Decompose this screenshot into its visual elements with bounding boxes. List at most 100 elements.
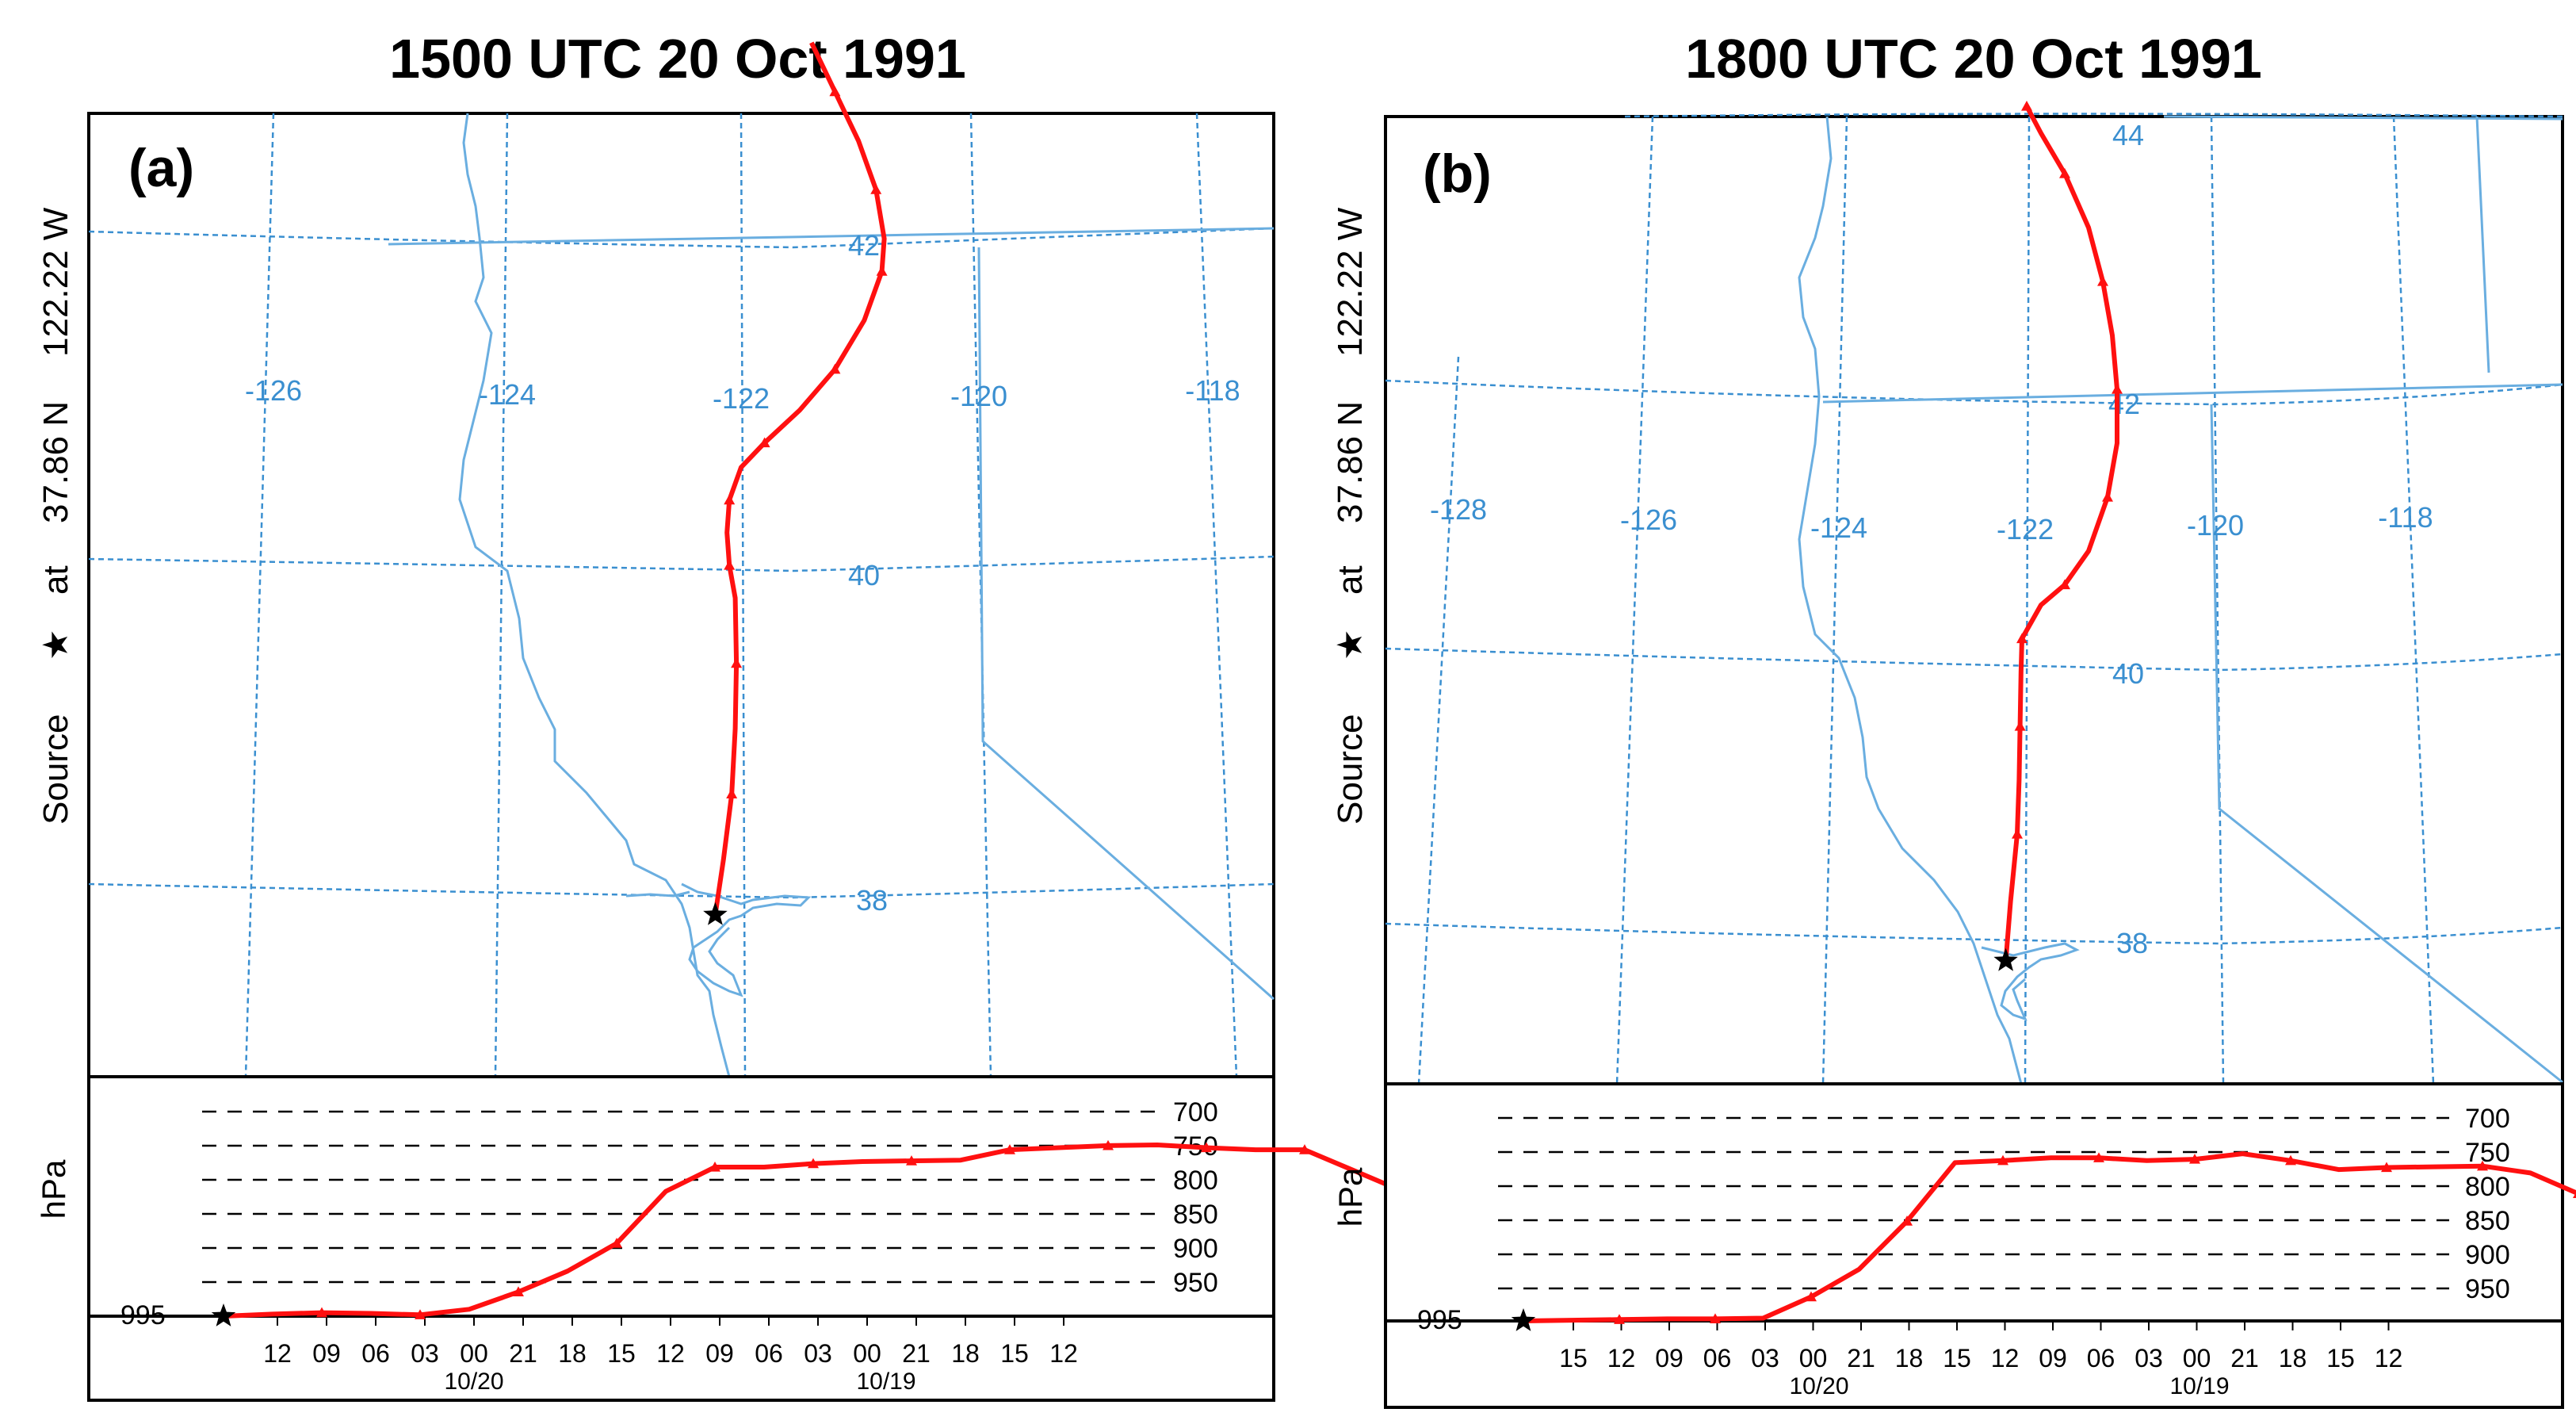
state-border-ca-nv <box>2210 404 2563 1084</box>
trajectory-marker <box>2059 168 2070 178</box>
time-tick-label: 21 <box>902 1339 931 1368</box>
date-label: 10/20 <box>1789 1373 1848 1399</box>
trajectory-marker <box>759 437 770 448</box>
time-tick-label: 00 <box>2183 1344 2211 1372</box>
panel-b-map-content: -128 -126 -124 -122 -120 -118 44 42 40 3… <box>1385 101 2563 1085</box>
time-tick-label: 12 <box>1607 1344 1636 1372</box>
coastline <box>1798 116 2023 1085</box>
start-pressure-label: 995 <box>120 1300 166 1330</box>
time-tick-label: 03 <box>411 1339 439 1368</box>
state-border-or-ca <box>388 227 1275 246</box>
panel-a-source-label: Source ★ at 37.86 N 122.22 W <box>36 207 75 825</box>
panel-a-map-content: -126 -124 -122 -120 -118 42 40 38 <box>88 41 1275 1078</box>
trajectory-marker <box>2012 829 2023 839</box>
panel-b-label: (b) <box>1423 144 1492 204</box>
trajectory-marker <box>2102 492 2113 502</box>
lon-label: -122 <box>713 382 770 415</box>
time-tick-label: 09 <box>1655 1344 1684 1372</box>
trajectory-marker <box>724 560 736 570</box>
panel-a-map-frame <box>87 112 1275 1078</box>
source-lat: 37.86 N <box>1331 401 1370 523</box>
hpa-axis-label: hPa <box>35 1159 72 1219</box>
time-tick-label: 06 <box>1703 1344 1732 1372</box>
time-tick-label: 12 <box>2375 1344 2403 1372</box>
pressure-marker <box>415 1309 426 1319</box>
lat-line-42 <box>1385 379 2563 406</box>
pressure-level-label: 950 <box>1173 1268 1218 1298</box>
pressure-level-label: 900 <box>2465 1240 2510 1270</box>
pressure-marker <box>1004 1144 1015 1154</box>
time-tick-label: 15 <box>2326 1344 2355 1372</box>
lon-line-124 <box>494 113 509 1078</box>
lon-line-120 <box>969 113 992 1078</box>
trajectory-marker <box>2097 276 2108 286</box>
panel-b-source-label: Source ★ at 37.86 N 122.22 W <box>1331 207 1370 825</box>
panel-b-map-frame <box>1384 115 2564 1085</box>
lat-label: 44 <box>2112 119 2144 151</box>
lat-line-38 <box>1385 922 2563 945</box>
pressure-marker <box>2189 1154 2200 1164</box>
lon-label: -118 <box>1185 374 1240 407</box>
trajectory-marker <box>2021 101 2032 111</box>
panel-a-pressure-frame <box>87 1075 1275 1402</box>
trajectory-marker <box>876 266 888 276</box>
lon-label: -122 <box>1997 513 2054 545</box>
panel-a: 1500 UTC 20 Oct 1991 Source ★ at 37.86 N… <box>35 28 1551 1402</box>
pressure-marker <box>1201 1142 1212 1153</box>
pressure-marker <box>611 1238 622 1248</box>
panel-b-trajectory <box>1993 101 2123 971</box>
pressure-series-line <box>223 1143 1551 1319</box>
time-tick-label: 15 <box>1000 1339 1029 1368</box>
pressure-marker <box>1103 1139 1114 1150</box>
time-tick-label: 00 <box>460 1339 488 1368</box>
trajectory-marker <box>724 494 736 505</box>
bay-area <box>1981 942 2080 1021</box>
time-tick-label: 18 <box>1895 1344 1924 1372</box>
pressure-marker <box>1806 1291 1817 1302</box>
pressure-level-label: 700 <box>2465 1104 2510 1134</box>
lat-label: 38 <box>856 884 888 917</box>
lat-line-44 <box>1624 113 2563 118</box>
start-pressure-label: 995 <box>1417 1305 1462 1335</box>
lon-line-122 <box>740 113 747 1078</box>
pressure-marker <box>513 1286 524 1296</box>
time-tick-label: 18 <box>951 1339 980 1368</box>
state-border-or-ca <box>1822 383 2563 404</box>
lon-line-118 <box>1195 113 1238 1078</box>
bay-area <box>681 882 812 997</box>
panel-b-pressure-plot: 700 750 800 850 900 950 995 15 12 09 06 03 00 21 18 15 1… <box>1385 1104 2576 1399</box>
time-tick-label: 06 <box>361 1339 390 1368</box>
pressure-level-label: 900 <box>1173 1234 1218 1264</box>
source-lon: 122.22 W <box>36 207 75 357</box>
pressure-marker <box>2093 1152 2104 1162</box>
trajectory-marker <box>2016 633 2028 644</box>
time-tick-label: 12 <box>263 1339 292 1368</box>
lat-line-42 <box>88 227 1275 249</box>
trajectory-marker <box>829 86 841 97</box>
time-tick-label: 21 <box>509 1339 537 1368</box>
source-star: ★ <box>36 630 75 660</box>
lon-label: -124 <box>1810 511 1867 544</box>
time-tick-label: 21 <box>1847 1344 1875 1372</box>
lat-label: 38 <box>2116 927 2148 959</box>
lon-label: -118 <box>2378 501 2433 534</box>
panel-a-title: 1500 UTC 20 Oct 1991 <box>389 28 966 90</box>
time-tick-label: 15 <box>1559 1344 1588 1372</box>
time-tick-label: 15 <box>607 1339 636 1368</box>
source-lat: 37.86 N <box>36 401 75 523</box>
date-label: 10/20 <box>444 1368 503 1395</box>
pressure-marker <box>2285 1154 2296 1166</box>
bay-outer <box>625 890 690 898</box>
time-tick-label: 03 <box>1751 1344 1779 1372</box>
panel-a-map: -126 -124 -122 -120 -118 42 40 38 (a) <box>87 41 1275 1078</box>
lat-line-40 <box>1385 647 2563 672</box>
trajectory-line <box>2003 105 2119 962</box>
source-star-marker <box>1993 947 2018 971</box>
time-tick-label: 09 <box>705 1339 734 1368</box>
pressure-marker <box>1299 1144 1310 1154</box>
pressure-level-label: 850 <box>1173 1200 1218 1230</box>
source-word: Source <box>1331 714 1370 825</box>
state-border-ca-nv <box>977 247 1275 1001</box>
